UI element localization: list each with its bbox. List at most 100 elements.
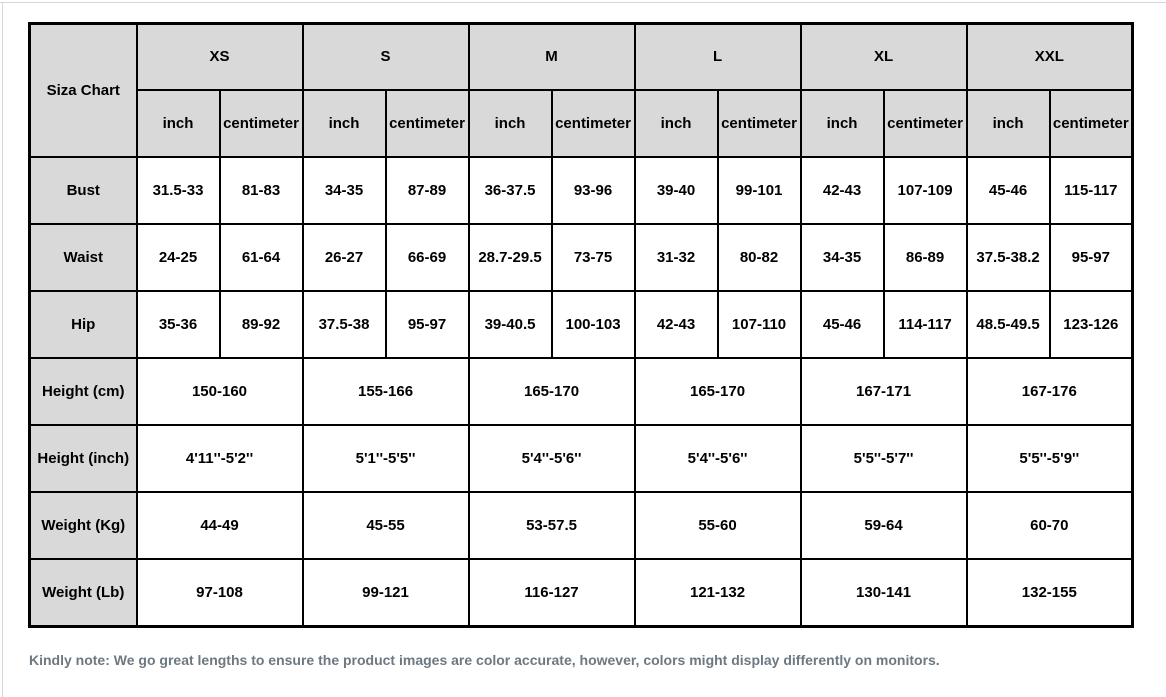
cell-hip-cm-l: 107-110 — [716, 289, 802, 359]
cell-hip-cm-m: 100-103 — [550, 289, 636, 359]
cell-weight-kg-xs: 44-49 — [135, 490, 304, 560]
cell-hip-inch-s: 37.5-38 — [301, 289, 387, 359]
cell-height-inch-m: 5'4''-5'6'' — [467, 423, 636, 493]
size-header-xxl: XXL — [965, 22, 1134, 91]
row-label-weight-lb: Weight (Lb) — [28, 557, 138, 628]
cell-hip-inch-xs: 35-36 — [135, 289, 221, 359]
cell-weight-kg-s: 45-55 — [301, 490, 470, 560]
cell-bust-cm-l: 99-101 — [716, 155, 802, 225]
cell-waist-cm-xl: 86-89 — [882, 222, 968, 292]
unit-header-inch-l: inch — [633, 88, 719, 158]
cell-waist-inch-l: 31-32 — [633, 222, 719, 292]
size-header-s: S — [301, 22, 470, 91]
left-frame-line — [2, 2, 3, 697]
cell-hip-inch-xxl: 48.5-49.5 — [965, 289, 1051, 359]
cell-weight-lb-xxl: 132-155 — [965, 557, 1134, 628]
cell-waist-cm-xxl: 95-97 — [1048, 222, 1134, 292]
cell-height-inch-l: 5'4''-5'6'' — [633, 423, 802, 493]
unit-header-inch-xl: inch — [799, 88, 885, 158]
unit-header-centimeter-s: centimeter — [384, 88, 470, 158]
size-header-xs: XS — [135, 22, 304, 91]
row-label-waist: Waist — [28, 222, 138, 292]
cell-weight-lb-s: 99-121 — [301, 557, 470, 628]
cell-hip-cm-xxl: 123-126 — [1048, 289, 1134, 359]
unit-header-inch-xxl: inch — [965, 88, 1051, 158]
cell-hip-cm-xs: 89-92 — [218, 289, 304, 359]
cell-hip-cm-xl: 114-117 — [882, 289, 968, 359]
size-header-l: L — [633, 22, 802, 91]
unit-header-centimeter-m: centimeter — [550, 88, 636, 158]
cell-height-cm-m: 165-170 — [467, 356, 636, 426]
cell-hip-inch-l: 42-43 — [633, 289, 719, 359]
size-header-xl: XL — [799, 22, 968, 91]
header-row-units: inch centimeter inch centimeter inch centimet… — [30, 88, 1134, 158]
cell-waist-cm-s: 66-69 — [384, 222, 470, 292]
row-label-weight-kg: Weight (Kg) — [28, 490, 138, 560]
unit-header-centimeter-l: centimeter — [716, 88, 802, 158]
cell-height-cm-l: 165-170 — [633, 356, 802, 426]
cell-weight-lb-m: 116-127 — [467, 557, 636, 628]
cell-bust-inch-l: 39-40 — [633, 155, 719, 225]
cell-waist-inch-s: 26-27 — [301, 222, 387, 292]
cell-height-cm-xs: 150-160 — [135, 356, 304, 426]
cell-weight-lb-xs: 97-108 — [135, 557, 304, 628]
cell-waist-cm-xs: 61-64 — [218, 222, 304, 292]
cell-waist-cm-m: 73-75 — [550, 222, 636, 292]
unit-header-centimeter-xxl: centimeter — [1048, 88, 1134, 158]
unit-header-inch-s: inch — [301, 88, 387, 158]
row-label-hip: Hip — [28, 289, 138, 359]
unit-header-inch-m: inch — [467, 88, 553, 158]
cell-height-inch-xl: 5'5''-5'7'' — [799, 423, 968, 493]
cell-waist-inch-xs: 24-25 — [135, 222, 221, 292]
cell-bust-cm-s: 87-89 — [384, 155, 470, 225]
cell-bust-inch-m: 36-37.5 — [467, 155, 553, 225]
cell-height-inch-xs: 4'11''-5'2'' — [135, 423, 304, 493]
size-chart-table: Siza Chart XS S M L XL XXL inch centimeter inch ce… — [28, 22, 1135, 628]
unit-header-inch-xs: inch — [135, 88, 221, 158]
cell-waist-inch-xl: 34-35 — [799, 222, 885, 292]
row-label-height-inch: Height (inch) — [28, 423, 138, 493]
table-row-bust: Bust 31.5-33 81-83 34-35 87-89 36-37.5 93-96 39… — [28, 155, 1134, 225]
cell-bust-cm-xxl: 115-117 — [1048, 155, 1134, 225]
cell-hip-inch-m: 39-40.5 — [467, 289, 553, 359]
color-disclaimer-note: Kindly note: We go great lengths to ensu… — [29, 652, 940, 668]
row-label-height-cm: Height (cm) — [28, 356, 138, 426]
cell-height-cm-xl: 167-171 — [799, 356, 968, 426]
cell-bust-cm-xs: 81-83 — [218, 155, 304, 225]
cell-bust-cm-m: 93-96 — [550, 155, 636, 225]
cell-weight-lb-xl: 130-141 — [799, 557, 968, 628]
cell-weight-kg-xl: 59-64 — [799, 490, 968, 560]
cell-bust-inch-xl: 42-43 — [799, 155, 885, 225]
size-header-m: M — [467, 22, 636, 91]
cell-height-inch-xxl: 5'5''-5'9'' — [965, 423, 1134, 493]
cell-height-cm-s: 155-166 — [301, 356, 470, 426]
table-row-height-cm: Height (cm) 150-160 155-166 165-170 165-170 1… — [28, 356, 1134, 426]
cell-waist-cm-l: 80-82 — [716, 222, 802, 292]
cell-waist-inch-m: 28.7-29.5 — [467, 222, 553, 292]
cell-height-inch-s: 5'1''-5'5'' — [301, 423, 470, 493]
cell-weight-kg-m: 53-57.5 — [467, 490, 636, 560]
cell-weight-kg-xxl: 60-70 — [965, 490, 1134, 560]
unit-header-centimeter-xl: centimeter — [882, 88, 968, 158]
table-row-hip: Hip 35-36 89-92 37.5-38 95-97 39-40.5 100-103 4… — [28, 289, 1134, 359]
cell-hip-cm-s: 95-97 — [384, 289, 470, 359]
corner-header-cell: Siza Chart — [28, 22, 138, 158]
row-label-bust: Bust — [28, 155, 138, 225]
unit-header-centimeter-xs: centimeter — [218, 88, 304, 158]
table-row-waist: Waist 24-25 61-64 26-27 66-69 28.7-29.5 73-75 3… — [28, 222, 1134, 292]
cell-bust-inch-xxl: 45-46 — [965, 155, 1051, 225]
table-row-weight-kg: Weight (Kg) 44-49 45-55 53-57.5 55-60 59-64 60… — [28, 490, 1134, 560]
top-frame-line — [0, 2, 1166, 3]
cell-weight-lb-l: 121-132 — [633, 557, 802, 628]
header-row-sizes: Siza Chart XS S M L XL XXL — [28, 22, 1134, 158]
cell-weight-kg-l: 55-60 — [633, 490, 802, 560]
cell-height-cm-xxl: 167-176 — [965, 356, 1134, 426]
cell-bust-inch-s: 34-35 — [301, 155, 387, 225]
table-row-height-inch: Height (inch) 4'11''-5'2'' 5'1''-5'5'' 5'4'… — [28, 423, 1134, 493]
cell-bust-cm-xl: 107-109 — [882, 155, 968, 225]
cell-bust-inch-xs: 31.5-33 — [135, 155, 221, 225]
cell-hip-inch-xl: 45-46 — [799, 289, 885, 359]
table-row-weight-lb: Weight (Lb) 97-108 99-121 116-127 121-132 130… — [28, 557, 1134, 628]
cell-waist-inch-xxl: 37.5-38.2 — [965, 222, 1051, 292]
